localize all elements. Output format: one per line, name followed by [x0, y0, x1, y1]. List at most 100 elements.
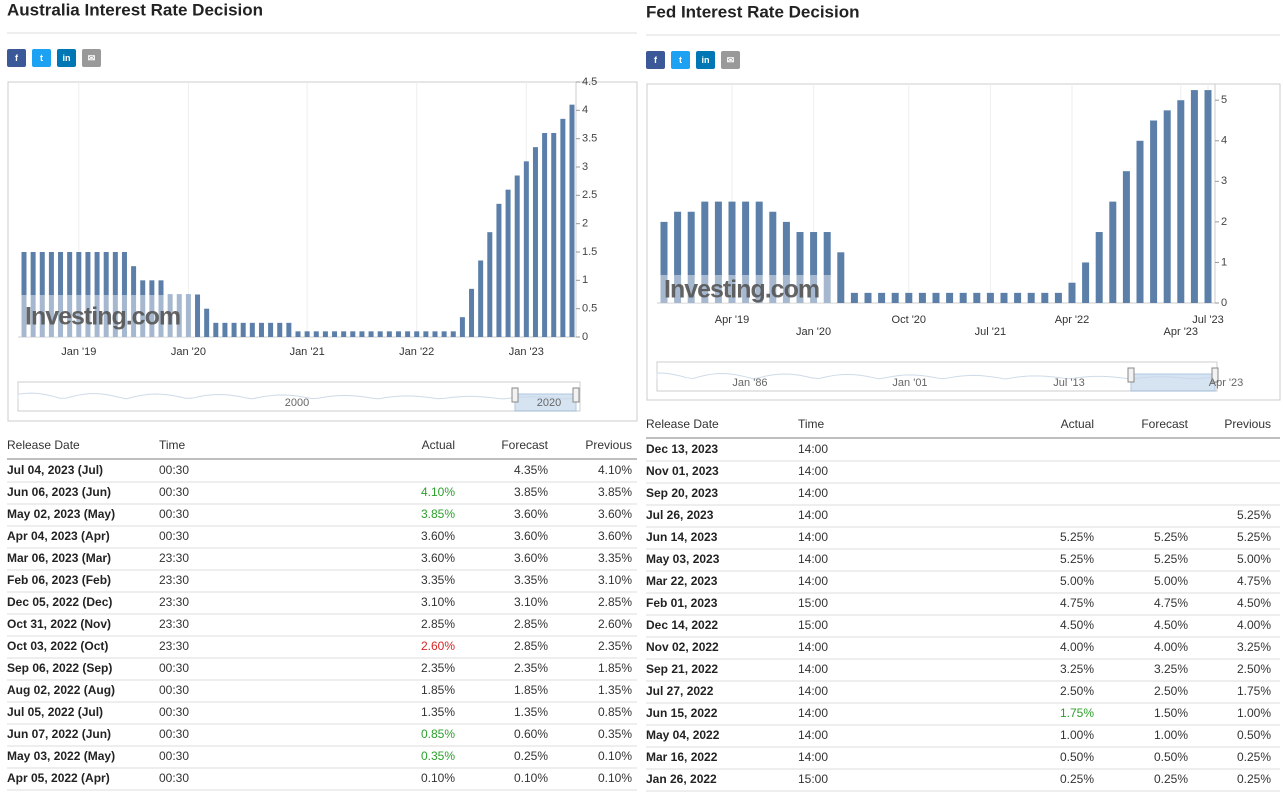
- x-tick-label: Apr '19: [715, 314, 750, 326]
- y-tick-label: 1.5: [582, 246, 597, 258]
- bar: [304, 331, 310, 337]
- table-cell: 3.35%: [421, 573, 455, 587]
- watermark-bg: [21, 295, 195, 337]
- table-cell: Jan 26, 2022: [646, 772, 717, 786]
- table-cell: Oct 31, 2022 (Nov): [7, 617, 111, 631]
- table-cell: 14:00: [798, 684, 828, 698]
- icon-glyph: t: [40, 53, 43, 63]
- table-cell: 2.85%: [514, 617, 548, 631]
- share-icon[interactable]: t: [671, 51, 690, 69]
- table-cell: 1.75%: [1060, 706, 1094, 720]
- table-cell: 0.50%: [1060, 750, 1094, 764]
- navigator-handle[interactable]: [1127, 367, 1135, 383]
- table-header: Actual: [422, 438, 455, 452]
- bar: [487, 232, 493, 337]
- icon-bg[interactable]: [82, 49, 101, 67]
- table-cell: 2.35%: [514, 661, 548, 675]
- table-cell: 3.35%: [514, 573, 548, 587]
- bar: [674, 211, 682, 303]
- navigator-handle[interactable]: [572, 387, 580, 403]
- table-cell: Sep 21, 2022: [646, 662, 718, 676]
- bar: [932, 292, 940, 303]
- icon-bg[interactable]: [696, 51, 715, 69]
- share-icon[interactable]: f: [646, 51, 665, 69]
- icon-bg[interactable]: [671, 51, 690, 69]
- chart-frame: [646, 83, 1281, 401]
- navigator-series: [656, 372, 1216, 380]
- bar: [195, 294, 201, 337]
- bar: [322, 331, 328, 337]
- share-icon[interactable]: ✉: [82, 49, 101, 67]
- table-cell: 14:00: [798, 662, 828, 676]
- y-tick-label: 2: [1221, 216, 1227, 228]
- table-cell: Dec 13, 2023: [646, 442, 718, 456]
- table-cell: 00:30: [159, 485, 189, 499]
- table-cell: 4.00%: [1237, 618, 1271, 632]
- share-icon[interactable]: f: [7, 49, 26, 67]
- bar: [660, 221, 668, 303]
- table-cell: Jun 14, 2023: [646, 530, 718, 544]
- navigator: [656, 361, 1218, 392]
- share-icon[interactable]: in: [57, 49, 76, 67]
- bar: [523, 161, 529, 337]
- bar: [505, 189, 511, 337]
- bar: [959, 292, 967, 303]
- table-cell: 5.25%: [1060, 552, 1094, 566]
- navigator-handle[interactable]: [511, 387, 519, 403]
- table-cell: 14:00: [798, 640, 828, 654]
- table-cell: 2.60%: [421, 639, 455, 653]
- icon-bg[interactable]: [721, 51, 740, 69]
- table-cell: May 03, 2022 (May): [7, 749, 115, 763]
- table-cell: 3.10%: [598, 573, 632, 587]
- table-cell: Jun 06, 2023 (Jun): [7, 485, 111, 499]
- share-icon[interactable]: t: [32, 49, 51, 67]
- navigator-selection[interactable]: [1130, 373, 1216, 392]
- bar: [377, 331, 383, 337]
- bar: [1109, 201, 1117, 303]
- bar: [85, 252, 91, 337]
- table-cell: 00:30: [159, 463, 189, 477]
- table-cell: 2.50%: [1237, 662, 1271, 676]
- y-tick-label: 3.5: [582, 133, 597, 145]
- navigator-label: Jul '13: [1053, 377, 1084, 389]
- table-cell: 0.25%: [1237, 772, 1271, 786]
- bar: [368, 331, 374, 337]
- icon-bg[interactable]: [32, 49, 51, 67]
- table-cell: 15:00: [798, 772, 828, 786]
- table-cell: Oct 03, 2022 (Oct): [7, 639, 108, 653]
- table-cell: 0.10%: [598, 749, 632, 763]
- bar: [277, 322, 283, 337]
- table-cell: 2.85%: [514, 639, 548, 653]
- table-cell: 23:30: [159, 639, 189, 653]
- table-cell: 1.35%: [598, 683, 632, 697]
- table-cell: 4.75%: [1060, 596, 1094, 610]
- bar: [405, 331, 411, 337]
- y-tick-label: 0: [582, 331, 588, 343]
- bar: [213, 322, 219, 337]
- navigator-handle[interactable]: [1211, 367, 1219, 383]
- bar: [459, 317, 465, 337]
- y-tick-label: 4: [1221, 135, 1227, 147]
- table-cell: 3.85%: [421, 507, 455, 521]
- table-cell: 2.60%: [598, 617, 632, 631]
- bar: [1014, 292, 1022, 303]
- table-cell: 00:30: [159, 507, 189, 521]
- table-cell: 4.10%: [421, 485, 455, 499]
- bar: [121, 252, 127, 337]
- icon-bg[interactable]: [646, 51, 665, 69]
- share-icon[interactable]: ✉: [721, 51, 740, 69]
- table-cell: Dec 05, 2022 (Dec): [7, 595, 112, 609]
- x-tick-label: Apr '22: [1055, 314, 1090, 326]
- watermark-bg: [660, 275, 836, 303]
- table-cell: 0.10%: [598, 771, 632, 785]
- icon-bg[interactable]: [57, 49, 76, 67]
- bar: [755, 201, 763, 303]
- table-cell: Mar 16, 2022: [646, 750, 718, 764]
- table-cell: 3.35%: [598, 551, 632, 565]
- bar: [441, 331, 447, 337]
- share-icon[interactable]: in: [696, 51, 715, 69]
- table-cell: 3.10%: [421, 595, 455, 609]
- table-cell: Aug 02, 2022 (Aug): [7, 683, 115, 697]
- icon-bg[interactable]: [7, 49, 26, 67]
